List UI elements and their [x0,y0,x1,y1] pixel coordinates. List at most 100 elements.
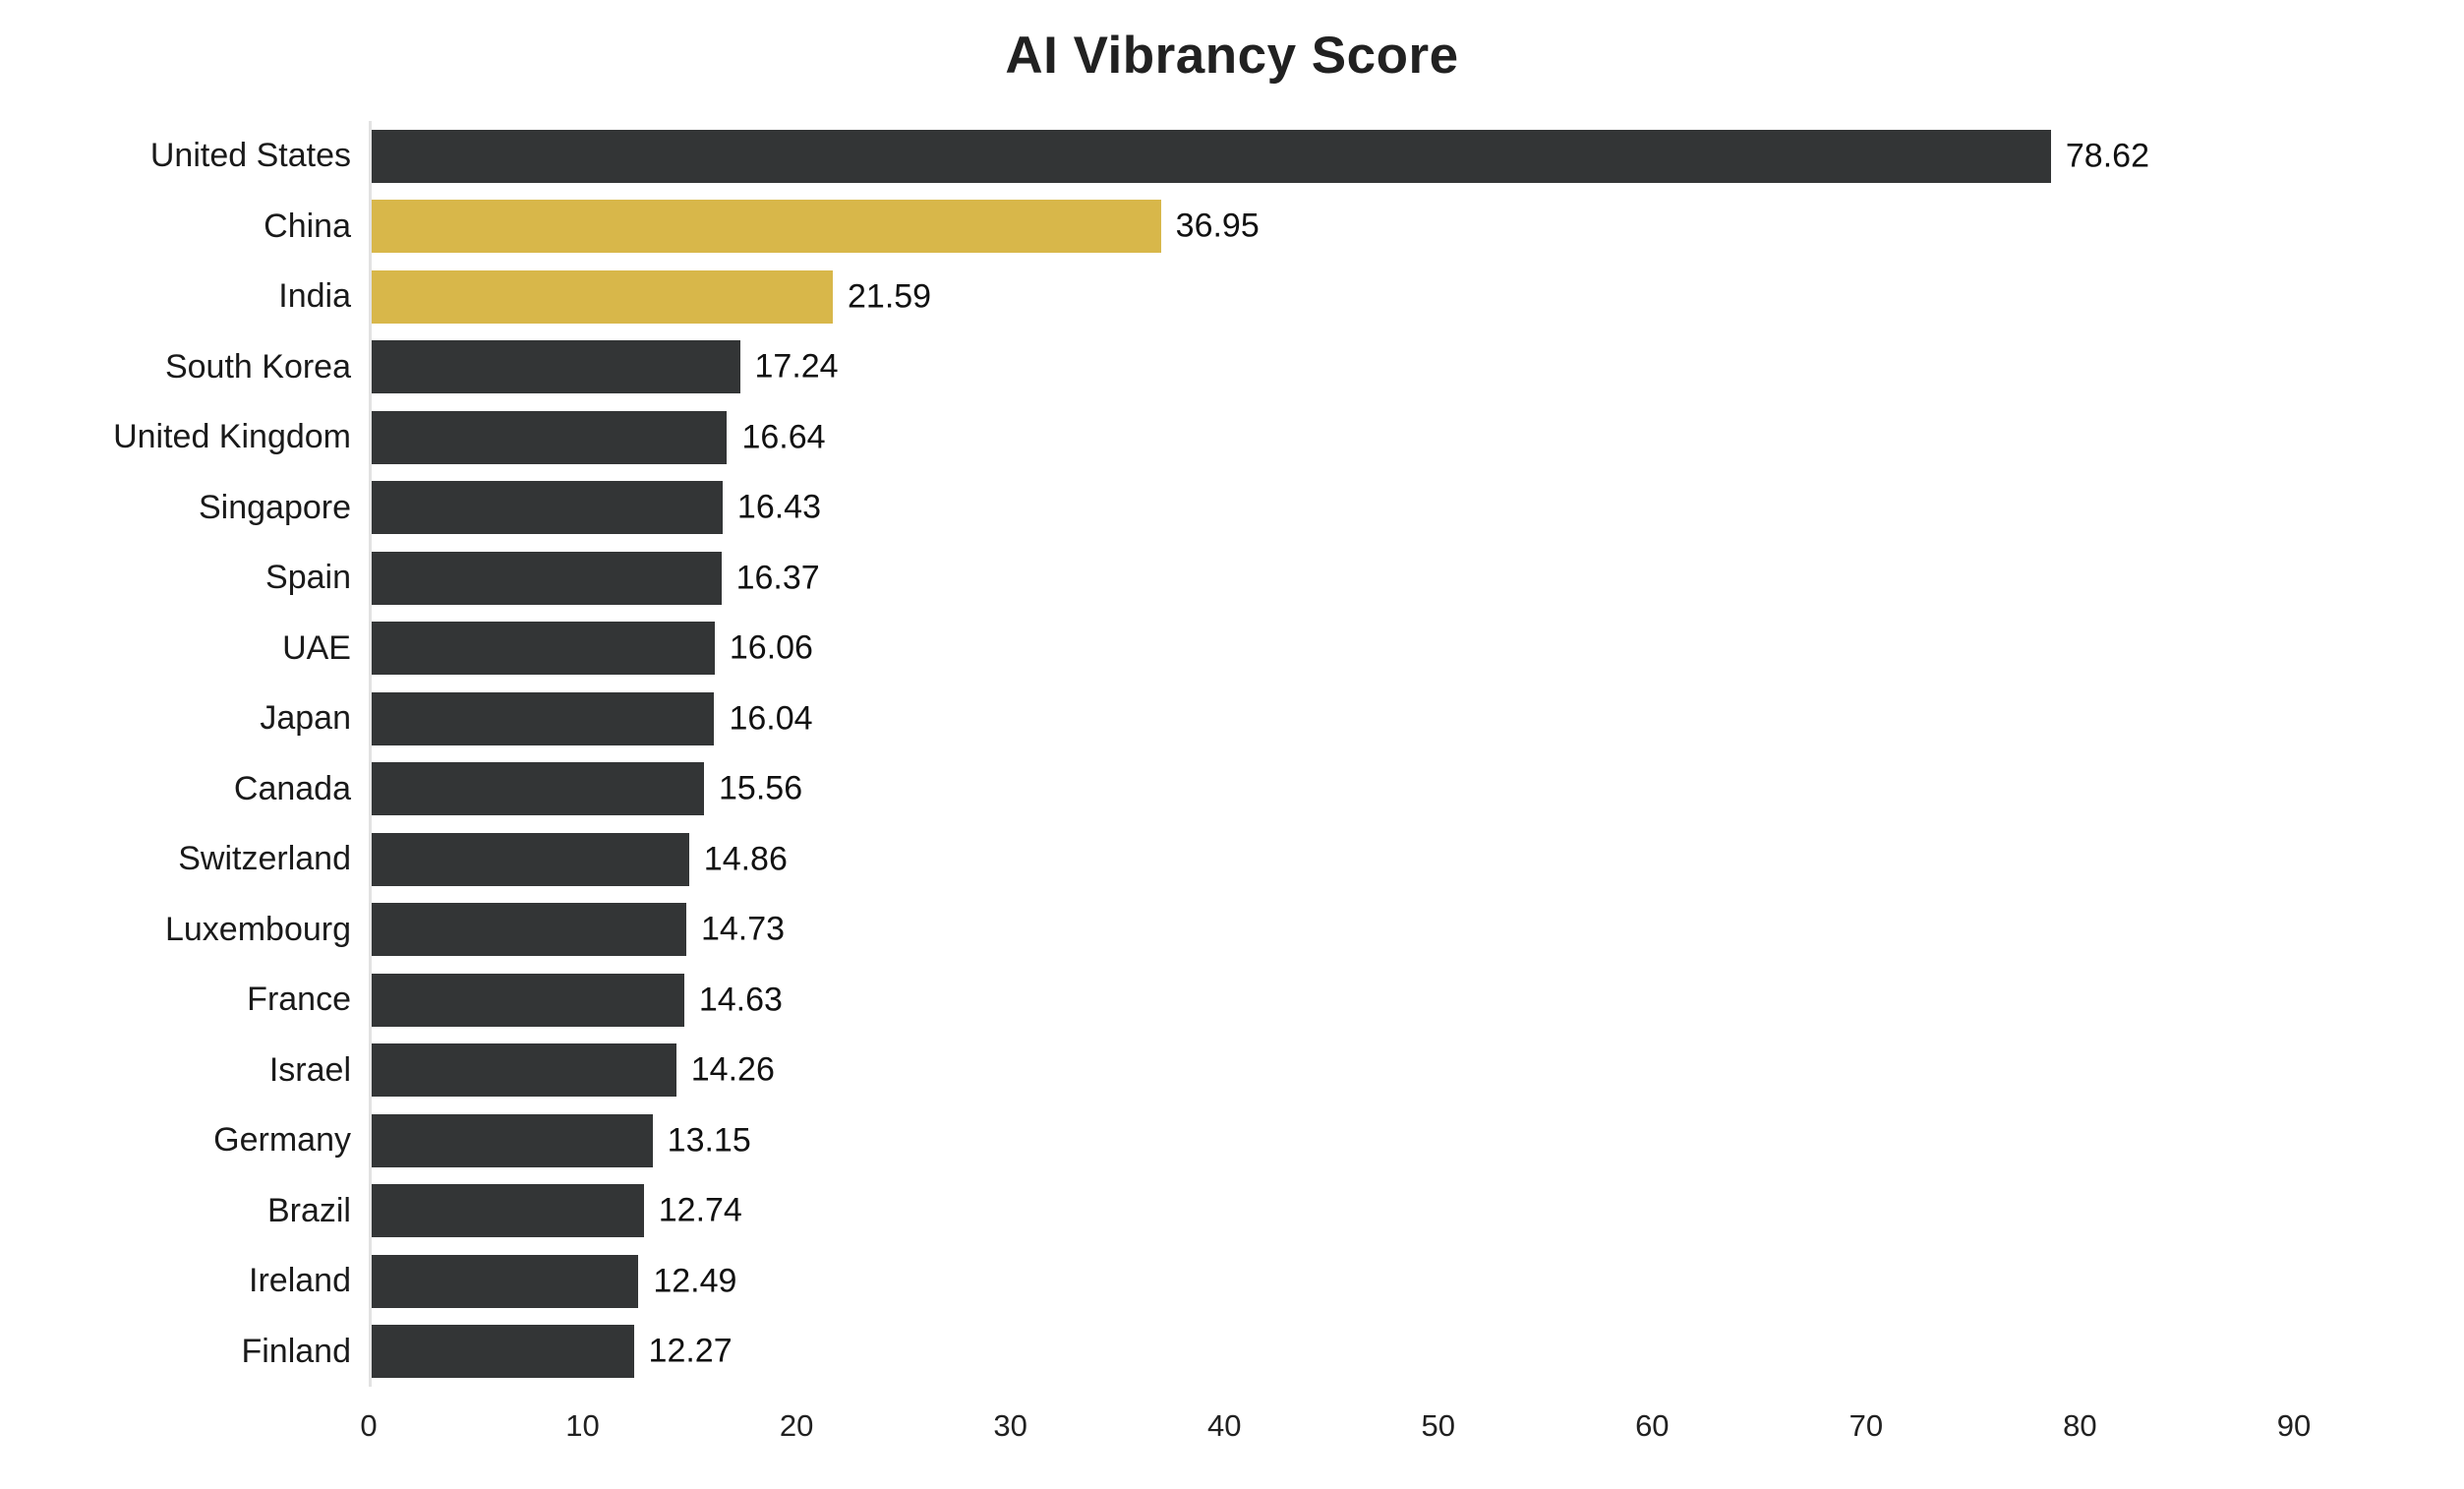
bar-row: Canada 15.56 [0,753,2464,824]
bar-track: 14.73 [369,894,2379,965]
country-label: Switzerland [178,840,351,878]
x-tick: 30 [993,1408,1027,1443]
bar-track: 16.37 [369,543,2379,614]
bar [372,200,1161,254]
bar-track: 14.63 [369,965,2379,1036]
bar [372,1184,644,1238]
x-tick: 0 [360,1408,378,1443]
bar-track: 12.49 [369,1246,2379,1317]
x-axis: 0 10 20 30 40 50 60 70 80 90 [360,1387,2379,1456]
bar-track: 15.56 [369,753,2379,824]
x-tick: 80 [2063,1408,2097,1443]
bar [372,410,728,464]
value-label: 16.37 [735,559,820,597]
value-label: 14.86 [703,840,788,878]
bar-track: 17.24 [369,331,2379,402]
bar [372,551,722,605]
bar [372,973,684,1027]
country-label: Israel [268,1050,351,1089]
x-tick: 70 [1848,1408,1884,1443]
bar-row: Israel 14.26 [0,1035,2464,1105]
value-label: 17.24 [754,347,839,386]
value-label: 16.06 [729,628,813,667]
country-label: Spain [265,559,351,597]
country-label: Brazil [266,1191,351,1229]
country-label: Canada [233,769,351,807]
country-label: China [264,207,351,245]
value-label: 14.26 [690,1050,775,1089]
bar-row: Brazil 12.74 [0,1175,2464,1246]
bar-row: United Kingdom 16.64 [0,402,2464,473]
bar-track: 16.06 [369,613,2379,684]
bar-row: UAE 16.06 [0,613,2464,684]
bar [372,340,740,394]
x-tick: 60 [1635,1408,1670,1443]
bar-row: United States 78.62 [0,121,2464,192]
value-label: 16.04 [729,699,813,738]
bar [372,1325,634,1379]
country-label: Finland [241,1332,351,1370]
bar-track: 12.27 [369,1316,2379,1387]
x-tick: 10 [565,1408,600,1443]
bar-row: India 21.59 [0,262,2464,332]
value-label: 36.95 [1175,207,1260,245]
value-label: 12.27 [648,1332,733,1370]
plot-area: United States 78.62 China 36.95 India 21.59 So… [0,121,2464,1387]
bar [372,269,833,324]
bar [372,762,705,816]
bar-track: 14.26 [369,1035,2379,1105]
country-label: Luxembourg [164,910,351,948]
bar-row: China 36.95 [0,191,2464,262]
chart-title: AI Vibrancy Score [1005,27,1459,85]
country-label: South Korea [164,347,351,386]
bar-row: Switzerland 14.86 [0,824,2464,895]
bar [372,622,715,676]
bar [372,832,689,886]
x-tick: 90 [2276,1408,2312,1443]
x-tick: 50 [1421,1408,1456,1443]
bar [372,1254,639,1308]
bar [372,903,686,957]
bar-row: South Korea 17.24 [0,331,2464,402]
value-label: 16.64 [741,418,826,456]
country-label: France [247,981,351,1019]
bar-row: Ireland 12.49 [0,1246,2464,1317]
bar-track: 16.64 [369,402,2379,473]
bar-track: 16.04 [369,684,2379,754]
value-label: 16.43 [736,488,821,526]
bar-row: Finland 12.27 [0,1316,2464,1387]
bar-track: 14.86 [369,824,2379,895]
bar-track: 16.43 [369,472,2379,543]
country-label: United States [149,137,351,175]
country-label: Japan [260,699,351,738]
bar [372,691,715,745]
value-label: 78.62 [2065,137,2149,175]
bar-track: 21.59 [369,262,2379,332]
bar-track: 12.74 [369,1175,2379,1246]
country-label: Ireland [249,1262,351,1300]
bar-row: Luxembourg 14.73 [0,894,2464,965]
bar-row: Germany 13.15 [0,1105,2464,1176]
bar-track: 78.62 [369,121,2379,192]
value-label: 15.56 [719,769,803,807]
bar-row: Spain 16.37 [0,543,2464,614]
country-label: UAE [282,628,351,667]
value-label: 13.15 [667,1121,751,1160]
x-tick: 20 [779,1408,814,1443]
value-label: 14.63 [698,981,783,1019]
bar [372,1113,653,1167]
bar-row: Singapore 16.43 [0,472,2464,543]
country-label: Singapore [198,488,351,526]
country-label: Germany [213,1121,351,1160]
bar-row: Japan 16.04 [0,684,2464,754]
country-label: India [278,277,351,316]
value-label: 12.74 [658,1191,742,1229]
bar-track: 13.15 [369,1105,2379,1176]
value-label: 21.59 [848,277,932,316]
bar-row: France 14.63 [0,965,2464,1036]
value-label: 12.49 [653,1262,737,1300]
country-label: United Kingdom [113,418,351,456]
bar-track: 36.95 [369,191,2379,262]
value-label: 14.73 [700,910,786,948]
